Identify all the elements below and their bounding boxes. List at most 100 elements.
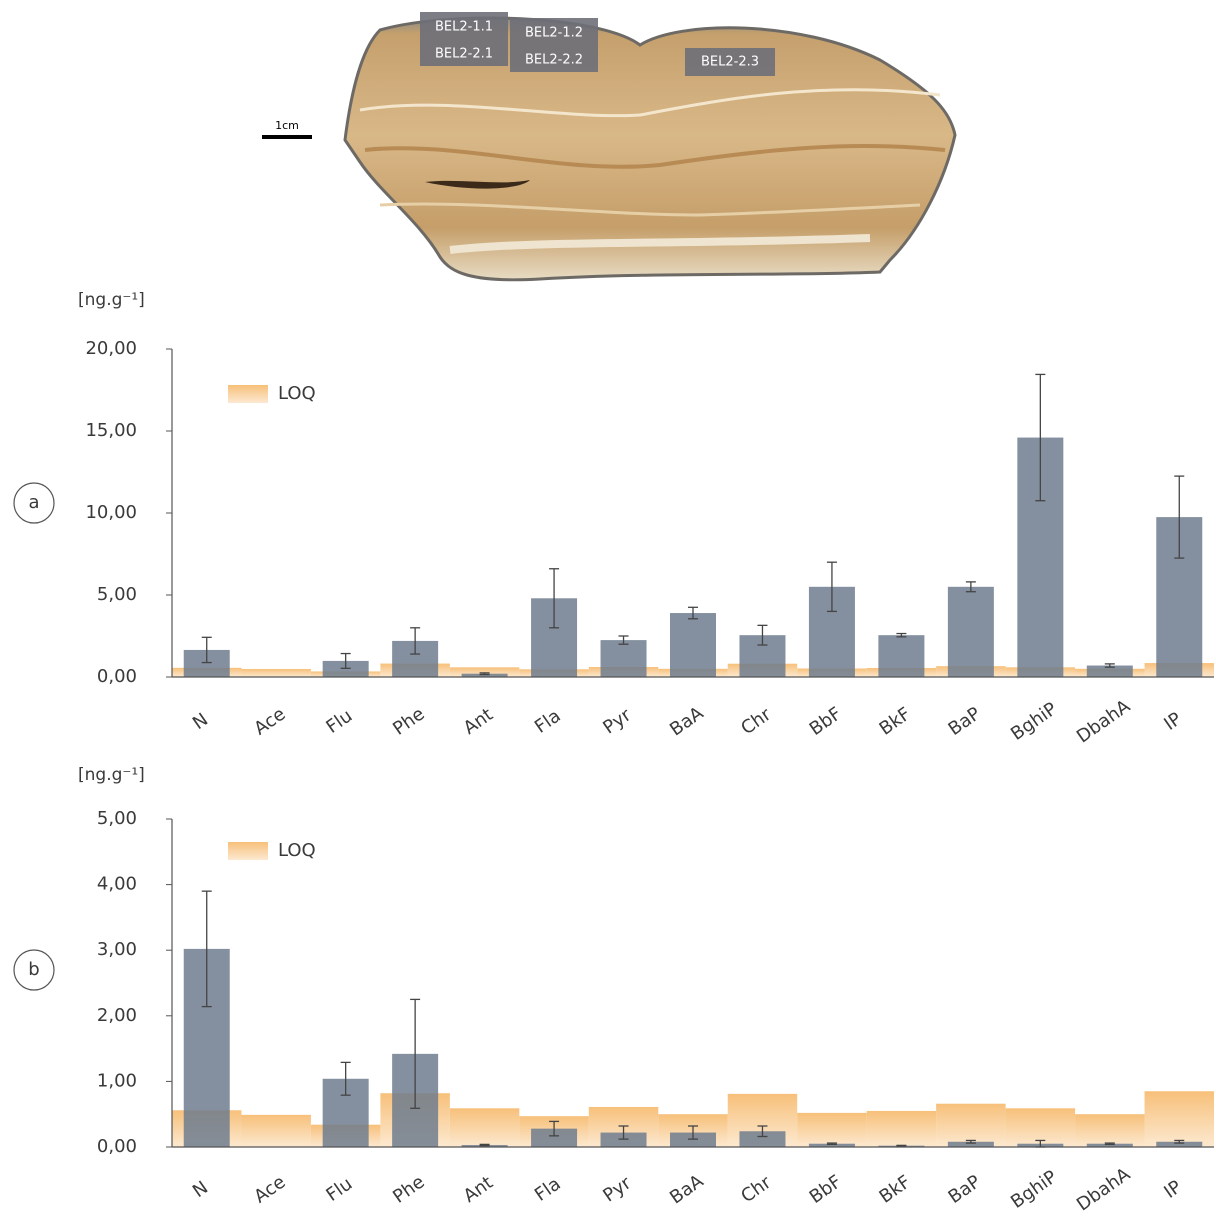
x-tick-label: Phe (389, 703, 428, 739)
bar (947, 1141, 994, 1147)
x-tick-label: BkF (876, 1171, 915, 1207)
bar (947, 586, 994, 677)
x-tick-label: Ace (250, 1172, 289, 1208)
error-bar (340, 652, 351, 669)
sample-label: BEL2-1.2 (525, 26, 583, 41)
error-bar (1104, 663, 1115, 668)
panel-badge (13, 482, 55, 524)
sample-box (420, 40, 508, 66)
y-tick-label: 2,00 (97, 1005, 137, 1026)
x-tick-label: Chr (737, 704, 775, 740)
x-tick-label: BaA (666, 702, 708, 740)
bar (808, 1143, 855, 1147)
sample-label: BEL2-2.2 (525, 53, 583, 68)
bar (739, 1131, 786, 1147)
y-tick-label: 3,00 (97, 939, 137, 960)
bar (878, 635, 925, 677)
x-tick-label: Fla (531, 1173, 565, 1205)
error-bar (826, 561, 837, 613)
x-tick-label: Pyr (599, 704, 635, 738)
y-tick-label: 0,00 (97, 666, 137, 687)
y-tick-label: 10,00 (85, 502, 137, 523)
error-bar (201, 636, 212, 664)
x-tick-label: Ace (250, 704, 289, 740)
bar (531, 1128, 578, 1147)
error-bar (965, 581, 976, 593)
bar (670, 613, 716, 677)
growth-band (379, 202, 921, 217)
photo: BEL2-1.1 BEL2-1.2 BEL2-2.1 BEL2-2.2 BEL2… (262, 12, 957, 282)
x-tick-label: DbahA (1073, 1163, 1135, 1215)
bar (600, 640, 647, 677)
x-tick-label: BghiP (1007, 698, 1061, 745)
x-tick-label: Flu (322, 1173, 356, 1206)
panel-label: b (28, 959, 39, 980)
error-bar (1174, 475, 1185, 559)
error-bar (340, 1061, 351, 1096)
bar (600, 1132, 647, 1147)
sample-box (685, 48, 775, 76)
loq-step (936, 1103, 1006, 1147)
bar (1086, 665, 1133, 677)
error-bar (965, 1139, 976, 1144)
bar (461, 673, 508, 677)
error-bar (479, 672, 490, 676)
growth-band (449, 234, 871, 254)
x-tick-label: Phe (389, 1171, 428, 1207)
error-bar (618, 635, 629, 645)
stalagmite-slice (343, 16, 957, 282)
loq-step (241, 1114, 311, 1147)
void (425, 180, 530, 189)
bar (670, 1132, 716, 1147)
y-tick-label: 5,00 (97, 584, 137, 605)
x-tick-label: DbahA (1073, 695, 1135, 747)
x-tick-label: Ant (460, 704, 497, 739)
x-tick-label: BkF (876, 703, 915, 739)
bar (322, 660, 369, 677)
sample-label: BEL2-1.1 (435, 20, 493, 35)
y-tick-label: 5,00 (97, 808, 137, 829)
error-bar (479, 1143, 490, 1147)
legend-swatch (228, 385, 268, 403)
panel-label: a (28, 492, 39, 513)
growth-band (359, 88, 941, 118)
y-axis-unit: [ng.g⁻¹] (78, 765, 145, 785)
error-bar (1174, 1139, 1185, 1144)
legend-swatch (228, 842, 268, 860)
y-tick-label: 4,00 (97, 874, 137, 895)
x-tick-label: Ant (460, 1172, 497, 1207)
scale-label: 1cm (275, 119, 299, 132)
error-bar (688, 1125, 698, 1140)
legend-label: LOQ (278, 840, 316, 861)
loq-step (866, 1110, 937, 1147)
x-tick-label: N (189, 709, 212, 734)
error-bar (549, 568, 560, 629)
error-bar (896, 1144, 907, 1147)
x-tick-label: IP (1160, 1176, 1185, 1203)
x-tick-label: BbF (806, 1171, 846, 1208)
error-bar (618, 1125, 629, 1140)
panel-badge (13, 949, 55, 991)
x-tick-label: IP (1160, 708, 1185, 735)
loq-step (449, 1108, 520, 1147)
error-bar (410, 627, 421, 655)
growth-band (364, 143, 946, 169)
error-bar (410, 998, 421, 1109)
y-tick-label: 20,00 (85, 338, 137, 359)
x-tick-label: Fla (531, 705, 565, 737)
x-tick-label: Chr (737, 1172, 775, 1208)
error-bar (757, 624, 768, 646)
x-tick-label: N (189, 1177, 212, 1202)
sample-box (510, 46, 598, 72)
loq-step (1144, 1091, 1214, 1147)
sample-label: BEL2-2.3 (701, 55, 759, 70)
y-tick-label: 15,00 (85, 420, 137, 441)
x-tick-label: BbF (806, 703, 846, 740)
bar (1156, 1141, 1203, 1147)
sample-box (420, 12, 508, 40)
loq-step (1075, 1114, 1145, 1147)
sample-label: BEL2-2.1 (435, 47, 493, 62)
x-tick-label: BaA (666, 1170, 708, 1208)
x-tick-label: Flu (322, 705, 356, 738)
